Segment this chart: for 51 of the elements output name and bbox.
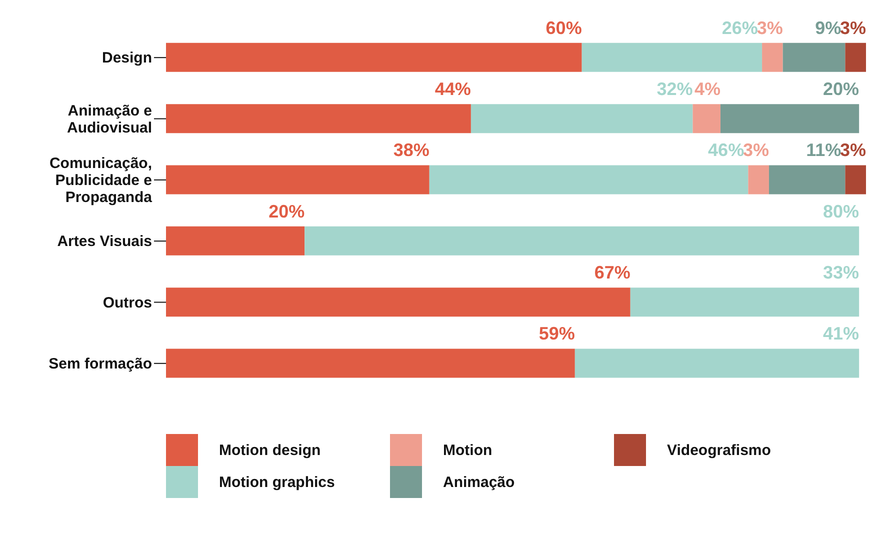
bar	[768, 165, 846, 194]
data-label: 11%	[806, 140, 842, 160]
bar	[166, 165, 430, 194]
bar	[720, 104, 860, 134]
bar	[782, 42, 846, 72]
y-tick-label: Animação e Audiovisual	[66, 102, 152, 136]
data-label: 33%	[823, 262, 860, 283]
y-tick-label: Artes Visuais	[57, 232, 152, 250]
data-label: 38%	[393, 140, 430, 160]
bar	[166, 42, 582, 72]
data-label: 9%	[815, 18, 842, 38]
legend-label: Motion	[443, 442, 492, 458]
bar	[630, 288, 860, 317]
data-label: 80%	[823, 201, 860, 222]
data-label: 4%	[694, 79, 720, 100]
data-label: 59%	[538, 324, 575, 344]
bar	[304, 226, 860, 256]
legend-label: Motion design	[219, 442, 321, 458]
bar	[692, 104, 720, 134]
bar	[166, 348, 575, 378]
bar	[762, 42, 783, 72]
bar	[429, 165, 748, 194]
y-tick-label: Comunicação, Publicidade e Propaganda	[49, 154, 153, 206]
bar	[582, 42, 762, 72]
bar	[574, 348, 860, 378]
y-tick-label: Outros	[102, 294, 152, 311]
bar	[166, 226, 305, 256]
y-tick-label: Sem formação	[48, 354, 152, 372]
legend-label: Videografismo	[667, 442, 771, 458]
data-label: 20%	[268, 201, 305, 222]
bar	[845, 165, 866, 194]
bar	[470, 104, 693, 134]
bar	[166, 104, 471, 134]
data-label: 3%	[742, 140, 769, 160]
legend-label: Animação	[443, 474, 515, 490]
data-label: 60%	[546, 18, 582, 38]
data-label: 3%	[756, 18, 783, 38]
data-label: 3%	[840, 18, 866, 38]
y-tick-label: Design	[102, 49, 152, 66]
bar	[748, 165, 769, 194]
data-label: 41%	[823, 324, 860, 344]
bar	[166, 288, 630, 317]
data-label: 20%	[823, 79, 860, 100]
legend-label: Motion graphics	[219, 474, 335, 490]
data-label: 32%	[656, 79, 693, 100]
data-label: 26%	[722, 18, 758, 38]
data-label: 67%	[594, 262, 630, 283]
data-label: 3%	[840, 140, 866, 160]
data-label: 44%	[434, 79, 471, 100]
bar	[845, 42, 866, 72]
data-label: 46%	[708, 140, 744, 160]
